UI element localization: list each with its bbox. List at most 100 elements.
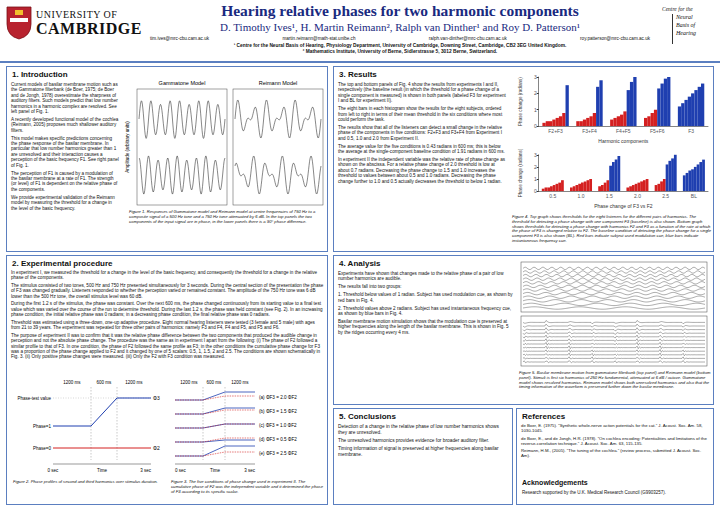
html-text:Neural: Neural [676, 14, 693, 20]
svg-text:(a) ΦF3 = 2.0 ΦF2: (a) ΦF3 = 2.0 ΦF2 [259, 395, 297, 400]
html-text:D. Timothy Ives¹, H. Martin Re: D. Timothy Ives¹, H. Martin Reimann², Ra… [220, 21, 580, 33]
svg-text:3 sec: 3 sec [244, 468, 256, 473]
html-text:tim.ives@mrc-cbu.cam.ac.uk: tim.ives@mrc-cbu.cam.ac.uk [150, 36, 209, 41]
svg-text:3 sec: 3 sec [140, 468, 152, 473]
html-text:In experiment II the independe: In experiment II the independent variabl… [338, 156, 505, 184]
svg-text:1200 ms: 1200 ms [125, 380, 143, 385]
svg-text:600 ms: 600 ms [207, 380, 223, 385]
html-text:Acknowledgements: Acknowledgements [522, 479, 588, 486]
html-text:3. Results: 3. Results [339, 70, 377, 79]
html-text:Hearing relative phases for tw: Hearing relative phases for two harmonic… [221, 2, 579, 19]
html-text:Threshold was estimated using: Threshold was estimated using a three-do… [11, 319, 315, 331]
html-text:Reimann, H.M., (2005). “The tu: Reimann, H.M., (2005). “The tuning of th… [521, 448, 702, 458]
svg-text:0: 0 [534, 188, 537, 194]
svg-text:Phase change (radians): Phase change (radians) [518, 77, 523, 126]
svg-text:Phase=1: Phase=1 [33, 424, 51, 429]
html-text:Timing information of signal i: Timing information of signal is preserve… [338, 446, 499, 458]
html-text:Figure 4. Top graph shows thre: Figure 4. Top graph shows thresholds for… [512, 214, 711, 243]
svg-text:0.5: 0.5 [549, 193, 556, 199]
html-text:2. Experimental procedure: 2. Experimental procedure [12, 259, 113, 268]
svg-text:1.5: 1.5 [606, 193, 613, 199]
html-text:During the first 1.2 s of the: During the first 1.2 s of the stimulus, … [11, 301, 323, 318]
html-text:CAMBRIDGE: CAMBRIDGE [36, 20, 142, 37]
svg-text:F2+F3: F2+F3 [548, 128, 563, 134]
html-text:A recently developed functiona: A recently developed functional model of… [11, 116, 119, 133]
svg-text:Amplitude (arbitrary units): Amplitude (arbitrary units) [125, 121, 130, 173]
html-text:The average value for the five: The average value for the five condition… [338, 143, 505, 154]
svg-text:2: 2 [534, 90, 537, 96]
html-text:The results show that all of t: The results show that all of the listene… [338, 124, 502, 141]
html-text:Basis of: Basis of [676, 22, 696, 28]
svg-text:(c) ΦF3 = 1.0 ΦF2: (c) ΦF3 = 1.0 ΦF2 [259, 423, 297, 428]
html-text:² Mathematics Institute, Unive: ² Mathematics Institute, University of B… [302, 49, 498, 54]
svg-text:Phase change (radians): Phase change (radians) [518, 149, 523, 197]
html-text:¹ Centre for the Neural Basis: ¹ Centre for the Neural Basis of Hearing… [233, 43, 567, 48]
svg-text:Phase-test value: Phase-test value [17, 396, 51, 401]
svg-text:Phase=0: Phase=0 [33, 446, 51, 451]
html-text:This model makes specific pred: This model makes specific predictions co… [11, 135, 119, 168]
html-text:The unresolved harmonics provi: The unresolved harmonics provides eviden… [338, 438, 490, 444]
html-text:Detection of a change in the r: Detection of a change in the relative ph… [338, 424, 499, 435]
html-text:We provide experimental valida: We provide experimental validation of th… [11, 194, 115, 211]
html-text:Hearing: Hearing [676, 30, 696, 36]
html-text:The results fall into two grou: The results fall into two groups: [338, 284, 402, 290]
svg-text:Phase change of F3 vs F2: Phase change of F3 vs F2 [594, 203, 653, 209]
svg-text:F5+F6: F5+F6 [650, 128, 665, 134]
svg-text:1: 1 [534, 176, 537, 182]
svg-text:BL: BL [691, 193, 697, 199]
svg-text:F3+F4: F3+F4 [582, 128, 597, 134]
html-text:In experiment I, we measured t: In experiment I, we measured the thresho… [11, 270, 318, 281]
html-text:1. Threshold below values of 1: 1. Threshold below values of 1 radian. S… [338, 292, 513, 303]
html-text:Figure 2. Phase profiles of se: Figure 2. Phase profiles of second and t… [13, 479, 158, 484]
svg-text:Gammatone Model: Gammatone Model [159, 80, 206, 86]
html-text:The stimulus consisted of two: The stimulus consisted of two tones, 500… [11, 283, 324, 299]
svg-text:1.0: 1.0 [578, 193, 585, 199]
svg-text:600 ms: 600 ms [97, 380, 113, 385]
svg-text:0 sec: 0 sec [175, 468, 187, 473]
svg-text:1200 ms: 1200 ms [231, 380, 249, 385]
html-text:5. Conclusions: 5. Conclusions [339, 412, 396, 421]
html-text:roy.patterson@mrc-cbu.cam.ac.u: roy.patterson@mrc-cbu.cam.ac.uk [580, 36, 650, 41]
svg-text:(e) ΦF3 = 2.5 ΦF2: (e) ΦF3 = 2.5 ΦF2 [259, 451, 297, 456]
svg-text:2.5: 2.5 [662, 193, 669, 199]
html-text:UNIVERSITY OF: UNIVERSITY OF [36, 9, 118, 20]
html-text:ralph.van-dinther@mrc-cbu.cam.: ralph.van-dinther@mrc-cbu.cam.ac.uk [428, 36, 507, 41]
html-text:1. Introduction: 1. Introduction [12, 70, 68, 79]
svg-text:Time: Time [210, 468, 220, 473]
svg-text:1200 ms: 1200 ms [180, 380, 198, 385]
html-text:Figure 5. Basilar membrane mot: Figure 5. Basilar membrane motion from g… [519, 370, 711, 390]
html-text:Current models of basilar memb: Current models of basilar membrane motio… [11, 82, 118, 114]
svg-text:3: 3 [534, 74, 537, 80]
html-text:Figure 1. Responses of Gammato: Figure 1. Responses of Gammatone model a… [129, 209, 316, 224]
svg-text:F3: F3 [688, 128, 694, 134]
svg-text:3: 3 [534, 152, 537, 158]
html-text:Figure 3. The five conditions: Figure 3. The five conditions of phase c… [171, 479, 323, 494]
html-text:The purpose of experiment II w: The purpose of experiment II was to conf… [11, 333, 321, 360]
html-text:4. Analysis: 4. Analysis [339, 259, 381, 268]
svg-text:Time: Time [97, 468, 107, 473]
svg-text:1: 1 [534, 107, 537, 113]
html-text:de Boer, E. (1975). “Synthetic: de Boer, E. (1975). “Synthetic whole-ner… [521, 423, 703, 433]
svg-text:0: 0 [534, 123, 537, 129]
html-text:The eight bars in each histogr: The eight bars in each histogram show th… [338, 106, 503, 122]
svg-text:(b) ΦF3 = 1.5 ΦF2: (b) ΦF3 = 1.5 ΦF2 [259, 409, 297, 414]
html-text:martin.reimann@math-stat.unibe: martin.reimann@math-stat.unibe.ch [282, 36, 356, 41]
svg-text:Harmonic components: Harmonic components [598, 138, 649, 144]
html-text:Experiments have shown that ch: Experiments have shown that changes made… [338, 271, 504, 282]
html-text:de Boer, E., and de Jongh, H.R: de Boer, E., and de Jongh, H.R. (1978). … [521, 435, 707, 446]
svg-text:2: 2 [534, 164, 537, 170]
svg-text:2.0: 2.0 [634, 193, 641, 199]
svg-text:F4+F5: F4+F5 [616, 128, 631, 134]
svg-text:0 sec: 0 sec [48, 468, 60, 473]
svg-text:1200 ms: 1200 ms [63, 380, 81, 385]
html-text:The top and bottom panels of F: The top and bottom panels of Fig. 4 show… [338, 82, 506, 104]
html-text:References: References [522, 412, 566, 421]
svg-text:Φ2: Φ2 [153, 445, 160, 451]
svg-text:Φ3: Φ3 [153, 395, 160, 401]
html-text:Basilar membrane motion simula: Basilar membrane motion simulation shows… [338, 318, 509, 335]
svg-text:Reimann Model: Reimann Model [259, 80, 298, 86]
html-text:2. Threshold values above 2 ra: 2. Threshold values above 2 radians. Sub… [338, 305, 512, 316]
html-text:Centre for the: Centre for the [662, 6, 693, 12]
html-text:The perception of F1 is caused: The perception of F1 is caused by a modu… [11, 170, 118, 192]
svg-text:(d) ΦF3 = 0.5 ΦF2: (d) ΦF3 = 0.5 ΦF2 [259, 437, 297, 442]
